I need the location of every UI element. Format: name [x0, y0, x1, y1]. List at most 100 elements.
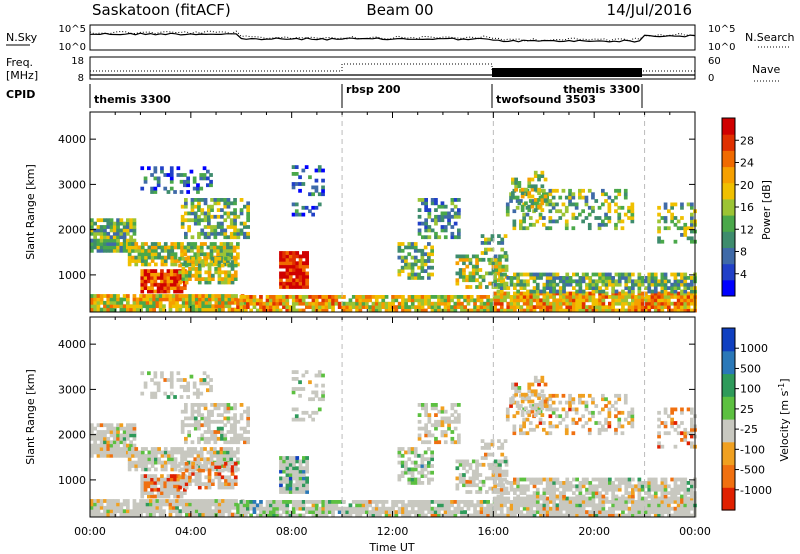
- power-cell: [631, 286, 635, 290]
- velocity-cell: [539, 494, 543, 499]
- power-cell: [191, 307, 196, 312]
- power-cell: [614, 202, 618, 207]
- power-cell: [424, 218, 428, 223]
- velocity-cell: [548, 397, 553, 402]
- velocity-cell: [176, 494, 181, 499]
- velocity-cell: [147, 491, 151, 495]
- power-cell: [134, 262, 139, 267]
- velocity-cell: [153, 474, 158, 478]
- power-cell: [647, 298, 652, 303]
- velocity-cell: [93, 447, 97, 451]
- power-cell: [169, 269, 174, 273]
- power-cell: [184, 218, 188, 223]
- power-cell: [460, 295, 464, 299]
- power-cell: [175, 300, 179, 305]
- power-cell: [462, 278, 466, 283]
- velocity-cell: [460, 510, 464, 514]
- velocity-cell: [278, 503, 283, 508]
- velocity-cell: [624, 487, 629, 492]
- power-cell: [150, 190, 154, 194]
- velocity-cell: [196, 453, 201, 458]
- power-cell: [224, 270, 228, 275]
- power-cell: [539, 301, 543, 306]
- velocity-cell: [494, 469, 499, 474]
- power-cell: [90, 238, 94, 243]
- power-cell: [640, 305, 645, 309]
- power-cell: [545, 276, 550, 280]
- velocity-cell: [209, 453, 214, 458]
- power-cell: [122, 221, 127, 226]
- power-cell: [475, 254, 479, 259]
- velocity-cell: [683, 477, 688, 482]
- velocity-cell: [539, 506, 543, 511]
- power-cell: [285, 268, 290, 272]
- velocity-cell: [173, 474, 177, 478]
- power-cell: [234, 294, 238, 298]
- power-cell: [511, 177, 515, 182]
- power-cell: [188, 267, 192, 271]
- velocity-cell: [224, 482, 228, 486]
- velocity-cell: [216, 430, 221, 434]
- velocity-cell: [640, 506, 645, 511]
- power-cell: [526, 272, 530, 277]
- power-cell: [217, 267, 222, 271]
- power-cell: [489, 298, 494, 303]
- velocity-cell: [660, 500, 665, 504]
- velocity-cell: [676, 500, 681, 504]
- power-cell: [203, 225, 208, 229]
- power-cell: [162, 294, 166, 298]
- power-cell: [160, 286, 164, 290]
- power-cell: [269, 295, 273, 299]
- power-cell: [680, 289, 684, 294]
- velocity-cell: [647, 494, 652, 499]
- power-cell: [637, 301, 642, 306]
- power-cell: [230, 300, 235, 305]
- velocity-cell: [314, 383, 319, 388]
- power-cell: [594, 216, 599, 220]
- power-cell: [529, 276, 534, 280]
- velocity-cell: [424, 433, 428, 438]
- velocity-cell: [233, 426, 237, 431]
- power-cell: [169, 166, 174, 171]
- power-cell: [298, 281, 303, 286]
- velocity-cell: [660, 513, 665, 518]
- velocity-cell: [624, 503, 629, 508]
- velocity-cell: [147, 460, 152, 465]
- velocity-cell: [455, 459, 460, 464]
- velocity-cell: [155, 509, 160, 514]
- power-cell: [170, 255, 175, 260]
- velocity-cell: [463, 503, 467, 508]
- power-cell: [634, 282, 638, 287]
- power-cell: [676, 286, 681, 290]
- power-cell: [631, 272, 635, 277]
- power-cell: [624, 282, 629, 287]
- velocity-cell: [413, 464, 418, 468]
- velocity-cell: [190, 409, 195, 414]
- power-cell: [631, 291, 635, 296]
- power-cell: [291, 298, 296, 303]
- velocity-cell: [690, 496, 694, 501]
- velocity-cell: [650, 506, 655, 511]
- power-cell: [204, 256, 209, 261]
- power-cell: [581, 291, 586, 296]
- power-cell: [140, 186, 145, 191]
- velocity-cell: [209, 378, 213, 382]
- power-cell: [506, 308, 511, 313]
- velocity-cell: [314, 500, 319, 504]
- velocity-cell: [391, 500, 395, 504]
- power-cell: [584, 202, 589, 207]
- velocity-cell: [184, 461, 189, 466]
- velocity-cell: [298, 490, 303, 494]
- power-cell: [588, 279, 593, 284]
- power-cell: [239, 305, 244, 309]
- power-cell: [188, 297, 192, 302]
- power-cell: [627, 286, 632, 290]
- power-cell: [207, 280, 212, 285]
- y-tick-label: 3000: [58, 178, 86, 191]
- power-cell: [611, 282, 615, 287]
- velocity-cell: [513, 506, 517, 511]
- velocity-cell: [126, 426, 130, 431]
- velocity-cell: [594, 477, 599, 482]
- power-cell: [129, 225, 133, 229]
- velocity-cell: [314, 506, 319, 511]
